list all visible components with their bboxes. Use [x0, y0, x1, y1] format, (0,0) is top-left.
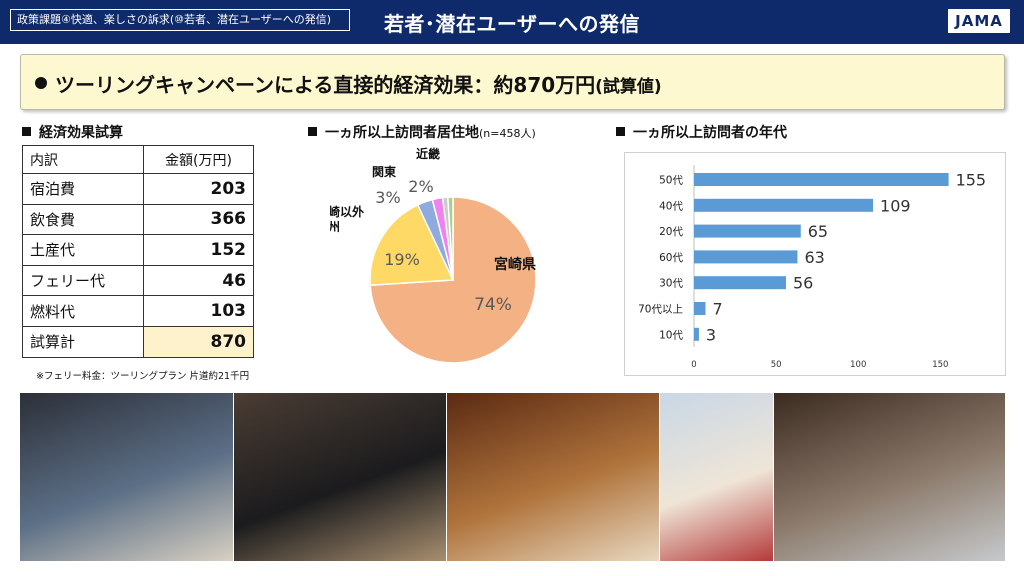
bar-value-label: 56	[793, 274, 813, 293]
bullet-icon	[35, 77, 47, 89]
bar-value-label: 63	[804, 248, 824, 267]
total-value: 870	[142, 325, 255, 358]
motorcycle-photo	[234, 393, 446, 561]
bar	[694, 302, 706, 315]
row-value: 366	[142, 203, 255, 236]
age-bar-chart-frame: 50代 155 40代 109 20代 65 60代 63 30代 56 70代以上 7 10代 3 0 50…	[624, 152, 1006, 376]
table-row: 燃料代 103	[22, 295, 255, 327]
bar	[694, 224, 801, 238]
pie-slice-label: 関東	[372, 164, 396, 179]
pie-chart-subtitle: (n=458人)	[479, 127, 536, 140]
pie-slice-value: 2%	[408, 177, 433, 196]
bar	[694, 276, 786, 290]
headline-box: ツーリングキャンペーンによる直接的経済効果：約870万円(試算値)	[20, 54, 1005, 110]
category-label: 30代	[659, 278, 683, 290]
row-value: 152	[142, 234, 255, 266]
bar-value-label: 155	[956, 171, 987, 190]
table-row: 飲食費 366	[22, 203, 255, 236]
pie-slice-value: 74%	[474, 295, 512, 315]
pie-slice-label: 宮崎県	[494, 256, 536, 273]
row-value: 103	[142, 295, 255, 327]
policy-tag: 政策課題④快適、楽しさの訴求(⑩若者、潜在ユーザーへの発信)	[10, 9, 350, 31]
bar-value-label: 7	[712, 300, 722, 319]
x-tick-label: 0	[691, 360, 696, 370]
table-header-cell: 金額(万円)	[142, 145, 255, 174]
bar-value-label: 65	[808, 222, 828, 241]
table-row: フェリー代 46	[22, 264, 255, 297]
bar-value-label: 109	[880, 196, 911, 215]
headline-main: ツーリングキャンペーンによる直接的経済効果：約870万円	[55, 73, 596, 97]
bar	[694, 173, 949, 186]
square-bullet-icon	[616, 126, 625, 136]
row-label: フェリー代	[22, 264, 144, 297]
ferry-note: ※フェリー料金：ツーリングプラン 片道約21千円	[36, 371, 250, 382]
cost-table: 内訳 金額(万円) 宿泊費 203 飲食費 366 土産代 152 フェリー代 …	[22, 145, 255, 358]
bar-value-label: 3	[706, 325, 716, 344]
x-tick-label: 150	[932, 360, 948, 370]
bar-chart-title: 一ヵ所以上訪問者の年代	[616, 122, 787, 142]
table-row: 土産代 152	[22, 234, 255, 266]
row-label: 飲食費	[22, 203, 144, 236]
bar	[694, 198, 874, 212]
table-total-row: 試算計 870	[22, 325, 255, 358]
palm-tree-photo	[660, 393, 773, 561]
page-title: 若者･潜在ユーザーへの発信	[383, 12, 641, 36]
residence-pie-chart: 宮崎県 74% 宮崎以外九州 19% 関東 3% 近畿 2%	[330, 146, 537, 364]
category-label: 20代	[659, 226, 683, 238]
table-row: 宿泊費 203	[22, 173, 255, 205]
headline-text: ツーリングキャンペーンによる直接的経済効果：約870万円(試算値)	[55, 69, 662, 98]
square-bullet-icon	[308, 126, 317, 136]
drinks-photo	[774, 393, 1005, 561]
category-label: 10代	[659, 329, 683, 341]
pie-slice-value: 19%	[384, 250, 420, 269]
category-label: 60代	[659, 252, 683, 264]
headline-suffix: (試算値)	[595, 77, 662, 97]
bar	[694, 250, 798, 264]
table-header-row: 内訳 金額(万円)	[22, 145, 255, 174]
poster-photo	[20, 393, 233, 561]
pie-slice	[446, 196, 454, 281]
table-header-cell: 内訳	[22, 145, 144, 174]
category-label: 50代	[659, 175, 683, 187]
row-label: 燃料代	[22, 295, 144, 327]
food-photo	[447, 393, 659, 561]
cost-table-title: 経済効果試算	[22, 122, 123, 142]
jama-logo: JAMA	[946, 7, 1012, 35]
photo-strip	[20, 393, 1005, 561]
row-value: 203	[142, 173, 255, 205]
category-label: 40代	[659, 200, 683, 212]
row-label: 土産代	[22, 234, 144, 266]
pie-slice-label: 宮崎以外九州	[330, 204, 364, 234]
pie-slice-label: 近畿	[416, 146, 440, 161]
row-value: 46	[142, 264, 255, 297]
bar	[694, 327, 699, 341]
pie-slice	[369, 203, 455, 287]
row-label: 試算計	[22, 325, 144, 358]
age-bar-chart: 50代 155 40代 109 20代 65 60代 63 30代 56 70代以上 7 10代 3 0 50…	[638, 165, 987, 370]
pie-chart-title: 一ヵ所以上訪問者居住地(n=458人)	[308, 122, 536, 142]
x-tick-label: 50	[771, 360, 782, 370]
category-label: 70代以上	[638, 304, 683, 316]
pie-slice-value: 3%	[375, 188, 400, 207]
square-bullet-icon	[22, 126, 31, 136]
header-bar: 政策課題④快適、楽しさの訴求(⑩若者、潜在ユーザーへの発信) 若者･潜在ユーザー…	[0, 0, 1024, 44]
x-tick-label: 100	[850, 360, 866, 370]
row-label: 宿泊費	[22, 173, 144, 205]
